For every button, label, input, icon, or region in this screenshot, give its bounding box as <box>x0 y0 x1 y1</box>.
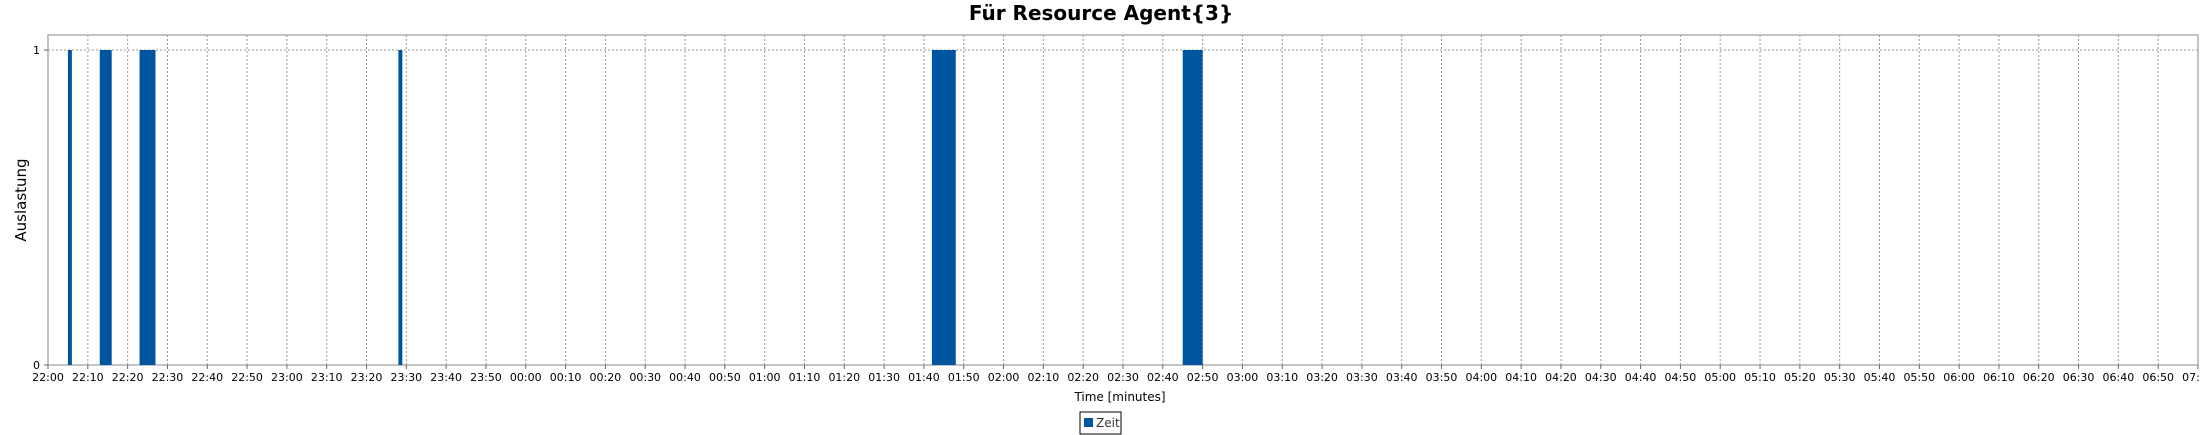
x-tick-label: 02:10 <box>1028 371 1060 384</box>
x-tick-label: 23:00 <box>271 371 303 384</box>
x-tick-label: 05:10 <box>1744 371 1776 384</box>
x-tick-label: 01:20 <box>828 371 860 384</box>
x-tick-label: 22:20 <box>112 371 144 384</box>
x-tick-label: 04:30 <box>1585 371 1617 384</box>
x-tick-label: 02:30 <box>1107 371 1139 384</box>
legend-box <box>1079 411 1122 435</box>
x-tick-label: 05:00 <box>1704 371 1736 384</box>
x-tick-label: 23:10 <box>311 371 343 384</box>
x-tick-label: 03:20 <box>1306 371 1338 384</box>
bars <box>67 50 1203 365</box>
x-tick-label: 00:10 <box>550 371 582 384</box>
bar <box>931 50 956 365</box>
bar <box>139 50 156 365</box>
x-tick-label: 03:50 <box>1426 371 1458 384</box>
x-tick-label: 05:50 <box>1903 371 1935 384</box>
x-tick-label: 05:30 <box>1824 371 1856 384</box>
x-tick-label: 03:10 <box>1266 371 1298 384</box>
x-tick-label: 22:40 <box>191 371 223 384</box>
legend-swatch <box>1084 418 1093 427</box>
x-tick-label: 01:40 <box>908 371 940 384</box>
grid <box>48 35 2198 365</box>
x-tick-label: 03:40 <box>1386 371 1418 384</box>
x-tick-label: 04:20 <box>1545 371 1577 384</box>
x-tick-label: 23:30 <box>390 371 422 384</box>
tick-labels: 22:00 22:10 22:20 22:30 22:40 22:50 23:00 23:10… <box>32 44 2200 384</box>
x-tick-label: 22:50 <box>231 371 263 384</box>
y-tick-label: 1 <box>33 44 40 57</box>
x-tick-label: 01:50 <box>948 371 980 384</box>
x-tick-label: 22:10 <box>72 371 104 384</box>
x-tick-label: 00:20 <box>590 371 622 384</box>
x-tick-label: 03:30 <box>1346 371 1378 384</box>
x-tick-label: 07:00 <box>2182 371 2200 384</box>
x-tick-label: 01:00 <box>749 371 781 384</box>
legend-label: Zeit <box>1096 416 1120 430</box>
x-tick-label: 01:10 <box>789 371 821 384</box>
x-tick-label: 03:00 <box>1227 371 1259 384</box>
x-tick-label: 00:50 <box>709 371 741 384</box>
x-tick-label: 06:00 <box>1943 371 1975 384</box>
x-tick-label: 00:40 <box>669 371 701 384</box>
x-tick-label: 06:40 <box>2103 371 2135 384</box>
x-tick-label: 22:30 <box>152 371 184 384</box>
x-tick-label: 04:50 <box>1665 371 1697 384</box>
x-tick-label: 22:00 <box>32 371 64 384</box>
x-tick-label: 06:20 <box>2023 371 2055 384</box>
x-tick-label: 04:40 <box>1625 371 1657 384</box>
axes <box>44 49 2199 369</box>
x-tick-label: 06:10 <box>1983 371 2015 384</box>
x-axis-label: Time [minutes] <box>1073 390 1165 404</box>
x-tick-label: 00:00 <box>510 371 542 384</box>
x-tick-label: 02:50 <box>1187 371 1219 384</box>
x-tick-label: 02:40 <box>1147 371 1179 384</box>
chart-title: Für Resource Agent{3} <box>969 1 1233 25</box>
x-tick-label: 02:00 <box>988 371 1020 384</box>
x-tick-label: 06:30 <box>2063 371 2095 384</box>
bar <box>398 50 403 365</box>
bar <box>67 50 72 365</box>
x-tick-label: 01:30 <box>868 371 900 384</box>
bar <box>1182 50 1203 365</box>
x-tick-label: 05:20 <box>1784 371 1816 384</box>
x-tick-label: 23:40 <box>430 371 462 384</box>
bar <box>99 50 112 365</box>
x-tick-label: 04:00 <box>1465 371 1497 384</box>
y-axis-label: Auslastung <box>12 158 30 241</box>
x-tick-label: 05:40 <box>1864 371 1896 384</box>
legend: Zeit <box>1079 411 1122 435</box>
x-tick-label: 00:30 <box>629 371 661 384</box>
x-tick-label: 23:20 <box>351 371 383 384</box>
y-tick-label: 0 <box>33 359 40 372</box>
x-tick-label: 23:50 <box>470 371 502 384</box>
x-tick-label: 04:10 <box>1505 371 1537 384</box>
x-tick-label: 02:20 <box>1067 371 1099 384</box>
x-tick-label: 06:50 <box>2142 371 2174 384</box>
